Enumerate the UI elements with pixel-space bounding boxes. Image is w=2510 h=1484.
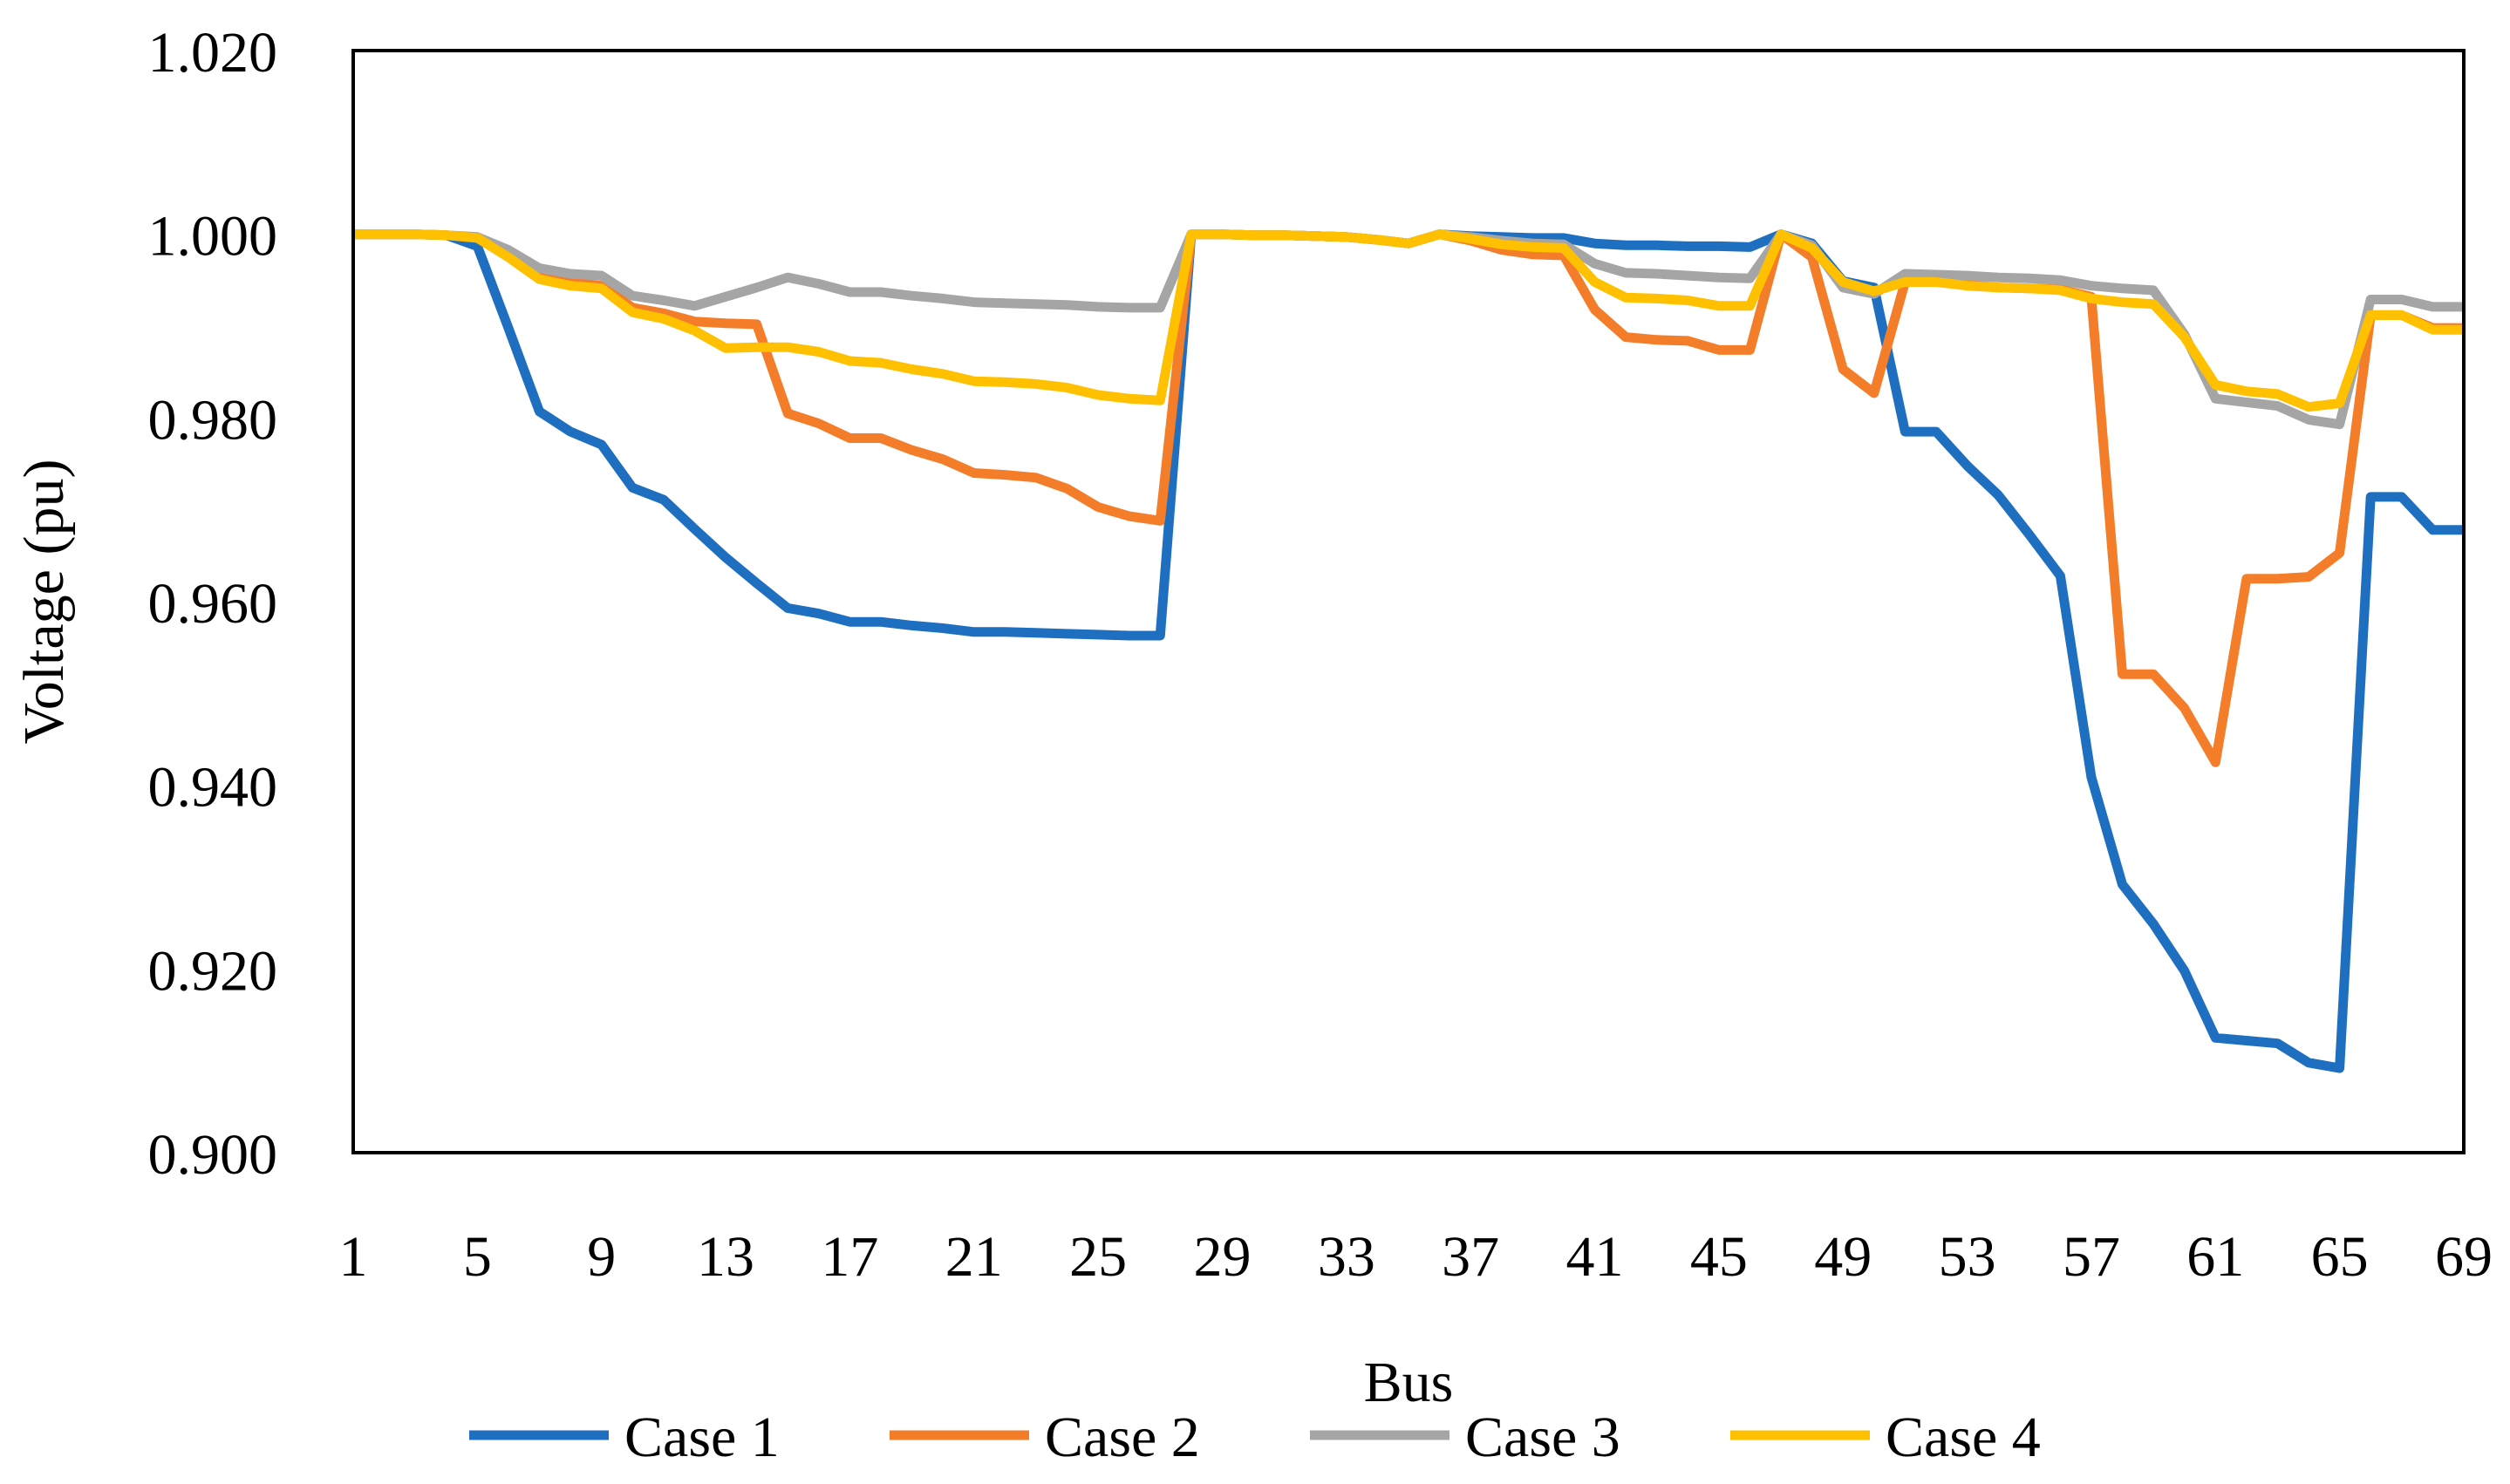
x-axis-title: Bus — [1364, 1351, 1454, 1414]
legend-label: Case 4 — [1886, 1406, 2041, 1469]
x-tick-label: 33 — [1318, 1225, 1375, 1289]
y-tick-label: 0.920 — [148, 939, 278, 1003]
legend-item-case-4: Case 4 — [1730, 1406, 2041, 1469]
y-tick-label: 0.900 — [148, 1123, 278, 1187]
x-tick-label: 45 — [1690, 1225, 1748, 1289]
x-tick-label: 1 — [339, 1225, 368, 1289]
x-tick-label: 61 — [2186, 1225, 2244, 1289]
y-tick-label: 1.000 — [148, 205, 278, 269]
legend-label: Case 3 — [1465, 1406, 1620, 1469]
x-tick-label: 29 — [1193, 1225, 1251, 1289]
y-axis-ticks: 0.900 0.920 0.940 0.960 0.980 1.000 1.020 — [148, 21, 278, 1187]
x-axis-ticks: 1 5 9 13 17 21 25 29 33 37 41 45 49 53 57 61 65 69 — [339, 1225, 2493, 1289]
y-tick-label: 1.020 — [148, 21, 278, 85]
x-tick-label: 13 — [697, 1225, 754, 1289]
legend-label: Case 2 — [1045, 1406, 1200, 1469]
x-tick-label: 69 — [2435, 1225, 2493, 1289]
plot-area-frame — [351, 49, 2466, 1154]
legend-item-case-3: Case 3 — [1310, 1406, 1620, 1469]
x-tick-label: 21 — [945, 1225, 1003, 1289]
x-tick-label: 9 — [587, 1225, 616, 1289]
y-tick-label: 0.940 — [148, 756, 278, 820]
legend-item-case-2: Case 2 — [890, 1406, 1200, 1469]
legend-label: Case 1 — [624, 1406, 780, 1469]
x-tick-label: 25 — [1069, 1225, 1127, 1289]
x-tick-label: 5 — [463, 1225, 492, 1289]
y-tick-label: 0.960 — [148, 572, 278, 636]
legend: Case 1 Case 2 Case 3 Case 4 — [469, 1406, 2041, 1469]
y-tick-label: 0.980 — [148, 388, 278, 452]
x-tick-label: 37 — [1442, 1225, 1499, 1289]
x-tick-label: 41 — [1566, 1225, 1624, 1289]
x-tick-label: 17 — [821, 1225, 878, 1289]
x-tick-label: 65 — [2311, 1225, 2369, 1289]
series-line-case-4 — [353, 229, 2464, 412]
series-layer — [353, 229, 2464, 1073]
x-tick-label: 53 — [1939, 1225, 1996, 1289]
legend-item-case-1: Case 1 — [469, 1406, 780, 1469]
y-axis-title: Voltage (pu) — [12, 459, 76, 745]
x-tick-label: 57 — [2063, 1225, 2120, 1289]
x-tick-label: 49 — [1814, 1225, 1872, 1289]
